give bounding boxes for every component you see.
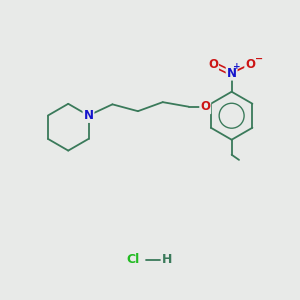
Text: N: N (226, 67, 237, 80)
Text: N: N (83, 109, 94, 122)
Text: −: − (255, 54, 263, 64)
Text: Cl: Cl (126, 253, 139, 266)
Text: +: + (232, 62, 240, 71)
Text: O: O (245, 58, 255, 70)
Text: O: O (200, 100, 210, 113)
Text: H: H (162, 253, 172, 266)
Text: O: O (208, 58, 218, 70)
